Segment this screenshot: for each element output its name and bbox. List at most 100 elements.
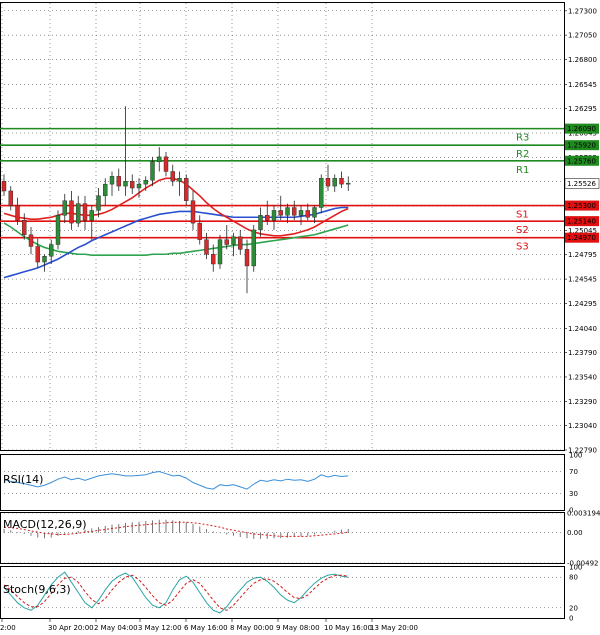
moving-averages <box>3 177 349 279</box>
candle-body <box>265 215 270 221</box>
candle-body <box>130 181 135 189</box>
y-tick-label: 1.23040 <box>568 422 597 430</box>
candle-body <box>15 205 20 221</box>
candle-body <box>163 156 169 172</box>
candle-body <box>35 246 40 263</box>
y-tick-label: 1.27050 <box>568 32 597 40</box>
candle-body <box>89 210 94 221</box>
candle-body <box>22 219 27 235</box>
x-tick-label: 9 May 08:00 <box>276 624 320 632</box>
price-tag <box>565 155 599 166</box>
y-tick-label: 1.24795 <box>568 251 597 259</box>
stoch-label: Stoch(9,6,3) <box>3 583 71 596</box>
candle-body <box>231 236 236 245</box>
level-label-r3: R3 <box>516 133 529 144</box>
candle-body <box>42 256 47 263</box>
candle-body <box>55 215 61 245</box>
candle-body <box>339 178 344 185</box>
x-tick-label: 30 Apr 20:00 <box>48 624 94 632</box>
y-tick-label: 1.26800 <box>568 56 597 64</box>
y-tick-label: 1.23290 <box>568 398 597 406</box>
candle-body <box>49 244 54 257</box>
x-tick-label: 13 May 20:00 <box>370 624 418 632</box>
y-tick-label: 1.27300 <box>568 7 597 15</box>
rsi-label: RSI(14) <box>3 473 43 486</box>
rsi-panel-frame <box>0 454 565 511</box>
current-price-text: 1.25526 <box>567 180 596 188</box>
time-axis: 2:00 30 Apr 20:00 2 May 04:00 3 May 12:00 6 … <box>0 619 418 632</box>
price-axis: 1.27300 1.27050 1.26800 1.26545 1.26295 1.260… <box>564 7 597 455</box>
candle-body <box>136 183 142 189</box>
price-panel: R3 R2 R1 S1 S2 S3 1.27300 1.27050 1.26800 1.2654… <box>0 2 600 618</box>
level-label-s2: S2 <box>516 225 529 236</box>
candle-body <box>325 178 331 187</box>
rsi-panel: RSI(14) 100 70 30 0 <box>0 452 582 515</box>
candle-body <box>332 178 337 187</box>
y-tick-label: 1.23790 <box>568 349 597 357</box>
level-label-r2: R2 <box>516 149 529 160</box>
x-tick-label: 2:00 <box>0 624 16 632</box>
macd-tick-label: -0.00492 <box>567 560 598 568</box>
rsi-axis: 100 70 30 0 <box>569 452 582 515</box>
y-tick-label: 1.23540 <box>568 373 597 381</box>
ma-fast-line <box>3 177 349 237</box>
price-tag-text: 1.25300 <box>567 202 596 210</box>
candle-body <box>305 210 310 218</box>
pivot-levels: R3 R2 R1 S1 S2 S3 <box>0 127 564 253</box>
candle-body <box>211 254 216 265</box>
stoch-main-line <box>3 571 349 614</box>
candle-body <box>143 180 148 185</box>
macd-tick-label: 0.003194 <box>567 510 600 518</box>
candle-body <box>103 183 108 197</box>
macd-panel: MACD(12,26,9) 0.003194 0.00 -0.00492 <box>0 510 600 568</box>
price-tag <box>565 123 599 134</box>
price-tag-text: 1.25760 <box>567 157 596 165</box>
candle-body <box>312 207 317 218</box>
stoch-tick-label: 80 <box>569 574 578 582</box>
candle-body <box>109 176 115 185</box>
y-tick-label: 1.22790 <box>568 447 597 455</box>
price-tags: 1.26090 1.25920 1.25760 1.25300 1.25140 1.249… <box>564 123 600 243</box>
price-tag-text: 1.25920 <box>567 142 596 150</box>
candle-body <box>116 176 121 187</box>
candle-body <box>69 200 74 224</box>
level-label-s1: S1 <box>516 210 529 221</box>
candle-body <box>76 203 81 224</box>
current-price-tag <box>564 178 600 189</box>
candle-body <box>251 229 256 267</box>
candle-body <box>157 156 162 162</box>
stoch-signal-line <box>3 574 349 611</box>
stoch-tick-label: 100 <box>569 564 582 572</box>
candle-body <box>298 210 304 216</box>
candle-body <box>285 207 290 216</box>
macd-panel-frame <box>0 512 565 564</box>
price-tag-text: 1.25140 <box>567 218 596 226</box>
macd-tick-label: 0.00 <box>567 529 583 537</box>
candle-body <box>123 181 128 187</box>
stoch-tick-label: 20 <box>569 604 578 612</box>
price-tag <box>565 216 599 227</box>
price-tag-text: 1.26090 <box>567 125 596 133</box>
price-tag-text: 1.24970 <box>567 234 596 242</box>
candle-body <box>1 181 7 192</box>
level-label-s3: S3 <box>516 242 529 253</box>
rsi-tick-label: 30 <box>569 490 578 498</box>
stoch-lines <box>3 571 349 614</box>
stoch-axis: 100 80 20 0 <box>569 564 582 623</box>
candle-body <box>28 234 34 247</box>
candlesticks <box>1 106 351 294</box>
candle-body <box>82 203 88 221</box>
macd-signal <box>3 521 349 537</box>
candle-body <box>150 161 155 181</box>
candle-body <box>96 195 101 211</box>
x-tick-label: 8 May 00:00 <box>230 624 274 632</box>
y-tick-label: 1.24295 <box>568 300 597 308</box>
x-tick-label: 3 May 12:00 <box>138 624 182 632</box>
price-tag <box>565 232 599 243</box>
x-tick-label: 2 May 04:00 <box>94 624 138 632</box>
price-tag <box>565 200 599 211</box>
macd-signal-line <box>3 521 349 537</box>
candle-body <box>271 210 277 221</box>
rsi-tick-label: 0 <box>569 507 573 515</box>
